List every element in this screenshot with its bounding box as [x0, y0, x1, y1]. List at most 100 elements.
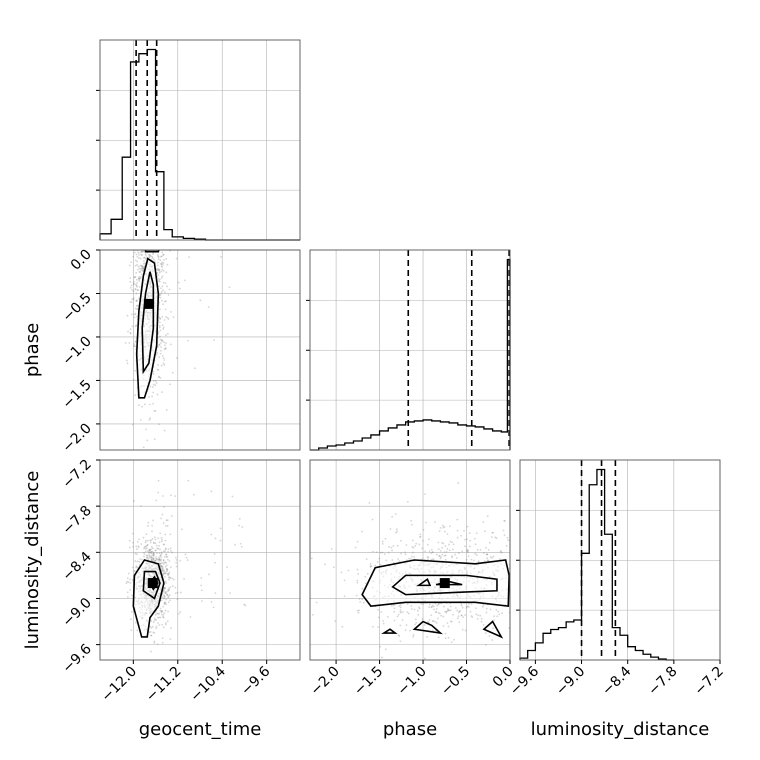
joint-geocent_time-phase-point-271 [164, 300, 167, 303]
joint-phase-luminosity_distance-point-49 [424, 550, 427, 553]
joint-geocent_time-luminosity_distance-point-149 [145, 554, 148, 557]
joint-phase-luminosity_distance-point-748 [500, 550, 503, 552]
joint-geocent_time-luminosity_distance-point-728 [164, 539, 167, 542]
joint-phase-luminosity_distance-point-205 [399, 609, 402, 611]
joint-geocent_time-luminosity_distance-point-188 [159, 562, 162, 565]
joint-geocent_time-luminosity_distance-point-490 [131, 532, 134, 535]
joint-geocent_time-luminosity_distance-point-329 [145, 557, 148, 559]
joint-geocent_time-luminosity_distance-point-802 [164, 572, 167, 575]
joint-geocent_time-luminosity_distance-point-827 [150, 626, 153, 629]
joint-geocent_time-luminosity_distance-point-273 [156, 547, 159, 550]
joint-geocent_time-luminosity_distance-peak [147, 578, 158, 589]
joint-phase-luminosity_distance-point-349 [466, 548, 468, 551]
joint-geocent_time-luminosity_distance-point-214 [136, 541, 139, 543]
joint-geocent_time-luminosity_distance-point-435 [155, 618, 157, 621]
joint-phase-luminosity_distance-point-554 [406, 603, 409, 605]
joint-geocent_time-phase-point-145 [157, 285, 160, 288]
joint-geocent_time-phase-point-167 [127, 330, 129, 333]
joint-geocent_time-luminosity_distance-point-38 [164, 623, 167, 626]
joint-geocent_time-luminosity_distance-point-348 [165, 561, 167, 564]
joint-phase-luminosity_distance-point-18 [404, 629, 407, 632]
joint-geocent_time-luminosity_distance-point-331 [157, 547, 160, 550]
joint-geocent_time-luminosity_distance-point-776 [162, 614, 165, 616]
joint-phase-luminosity_distance-point-663 [470, 558, 473, 561]
joint-geocent_time-phase-point-725 [158, 423, 160, 426]
joint-phase-luminosity_distance-point-557 [356, 579, 359, 582]
joint-geocent_time-luminosity_distance-point-123 [200, 584, 203, 587]
joint-geocent_time-phase-point-77 [165, 409, 168, 411]
joint-geocent_time-phase-point-232 [165, 315, 167, 318]
joint-phase-luminosity_distance-point-518 [397, 613, 400, 616]
joint-phase-luminosity_distance-point-209 [428, 603, 431, 606]
joint-phase-luminosity_distance-point-85 [468, 532, 471, 534]
joint-phase-luminosity_distance-point-835 [377, 608, 380, 611]
joint-phase-luminosity_distance-point-143 [492, 555, 495, 558]
joint-phase-luminosity_distance-point-508 [427, 620, 429, 623]
joint-phase-luminosity_distance-point-873 [445, 551, 448, 553]
joint-geocent_time-luminosity_distance-point-862 [168, 588, 171, 591]
joint-phase-luminosity_distance-point-252 [393, 604, 395, 607]
joint-geocent_time-luminosity_distance-point-17 [165, 567, 168, 570]
xlabel-phase: phase [383, 719, 437, 740]
joint-geocent_time-luminosity_distance-point-619 [164, 524, 167, 527]
joint-geocent_time-phase-point-568 [156, 368, 159, 371]
joint-geocent_time-phase-point-217 [134, 240, 136, 242]
joint-geocent_time-luminosity_distance-point-43 [160, 613, 163, 616]
joint-phase-luminosity_distance-point-497 [422, 603, 425, 605]
joint-geocent_time-luminosity_distance-point-627 [146, 554, 149, 557]
joint-geocent_time-phase-point-404 [148, 418, 151, 421]
joint-phase-luminosity_distance-point-489 [364, 582, 367, 585]
joint-phase-luminosity_distance-point-742 [366, 572, 369, 575]
joint-geocent_time-luminosity_distance-point-279 [162, 605, 165, 608]
joint-geocent_time-phase-point-555 [123, 244, 125, 246]
joint-geocent_time-luminosity_distance-point-751 [145, 539, 147, 542]
joint-geocent_time-phase-point-739 [159, 278, 161, 281]
joint-geocent_time-phase-point-502 [166, 332, 169, 335]
joint-geocent_time-luminosity_distance-point-419 [147, 539, 149, 542]
joint-phase-luminosity_distance-point-808 [356, 568, 359, 571]
joint-geocent_time-phase-point-370 [135, 300, 138, 303]
joint-geocent_time-phase-point-147 [129, 286, 132, 289]
joint-geocent_time-phase-point-29 [134, 264, 137, 267]
joint-phase-luminosity_distance-point-540 [498, 613, 501, 616]
joint-phase-luminosity_distance-point-87 [444, 558, 447, 561]
joint-geocent_time-luminosity_distance-point-347 [154, 536, 156, 539]
joint-geocent_time-phase-point-574 [157, 256, 160, 258]
joint-geocent_time-luminosity_distance-point-772 [169, 599, 171, 602]
joint-geocent_time-phase-point-381 [157, 274, 160, 276]
joint-phase-luminosity_distance-point-872 [460, 602, 463, 605]
hist-phase-border [309, 249, 511, 451]
joint-phase-luminosity_distance-point-683 [414, 618, 417, 621]
joint-phase-luminosity_distance-point-694 [412, 546, 415, 549]
joint-geocent_time-luminosity_distance-point-709 [133, 570, 136, 573]
joint-geocent_time-luminosity_distance-point-267 [169, 550, 172, 552]
joint-phase-luminosity_distance-peak [439, 578, 450, 589]
joint-geocent_time-phase-point-462 [129, 301, 132, 303]
joint-phase-luminosity_distance-point-616 [443, 525, 446, 528]
joint-geocent_time-phase-point-280 [148, 403, 151, 406]
joint-phase-luminosity_distance-point-552 [431, 620, 434, 623]
joint-geocent_time-phase-point-66 [147, 246, 149, 248]
joint-phase-luminosity_distance-point-887 [465, 558, 468, 561]
joint-phase-luminosity_distance-point-44 [477, 614, 479, 617]
joint-geocent_time-phase-point-806 [158, 376, 160, 379]
joint-geocent_time-luminosity_distance-point-73 [155, 544, 158, 547]
joint-geocent_time-luminosity_distance-point-749 [135, 545, 138, 548]
joint-phase-luminosity_distance-point-624 [410, 605, 413, 607]
joint-geocent_time-luminosity_distance-point-697 [164, 592, 167, 595]
joint-geocent_time-phase-point-841 [137, 289, 140, 292]
joint-geocent_time-phase-point-459 [156, 393, 159, 396]
joint-geocent_time-luminosity_distance-point-346 [151, 556, 153, 559]
joint-geocent_time-phase-point-68 [220, 256, 222, 258]
joint-phase-luminosity_distance-point-648 [503, 534, 506, 536]
joint-geocent_time-phase-point-343 [130, 301, 133, 304]
joint-phase-luminosity_distance-point-756 [495, 608, 498, 611]
joint-geocent_time-phase-point-576 [159, 308, 161, 311]
joint-geocent_time-phase-point-481 [137, 265, 140, 268]
joint-geocent_time-phase-contour-2 [144, 250, 160, 253]
joint-geocent_time-phase-point-614 [161, 391, 163, 394]
joint-geocent_time-luminosity_distance-point-740 [148, 551, 150, 554]
joint-geocent_time-phase-point-856 [132, 255, 135, 258]
joint-geocent_time-luminosity_distance-point-33 [130, 629, 133, 632]
joint-geocent_time-phase-point-417 [171, 371, 174, 374]
